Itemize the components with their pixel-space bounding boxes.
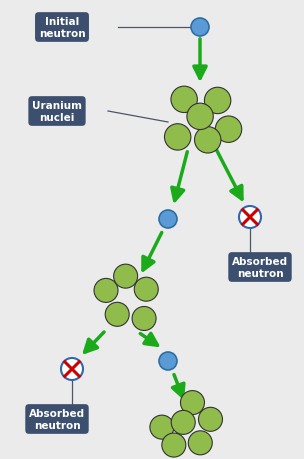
Circle shape xyxy=(164,124,191,151)
Text: Absorbed
neutron: Absorbed neutron xyxy=(232,256,288,279)
Circle shape xyxy=(132,307,156,331)
Circle shape xyxy=(204,88,231,114)
Circle shape xyxy=(171,87,197,113)
Circle shape xyxy=(162,433,186,457)
Text: Uranium
nuclei: Uranium nuclei xyxy=(32,101,82,123)
Circle shape xyxy=(239,207,261,229)
Circle shape xyxy=(181,391,205,414)
Circle shape xyxy=(61,358,83,380)
Circle shape xyxy=(199,408,223,431)
Circle shape xyxy=(171,410,195,434)
Text: Absorbed
neutron: Absorbed neutron xyxy=(29,408,85,430)
Circle shape xyxy=(150,415,174,439)
Circle shape xyxy=(215,117,242,143)
Circle shape xyxy=(191,19,209,37)
Circle shape xyxy=(105,302,129,327)
Circle shape xyxy=(187,104,213,130)
Circle shape xyxy=(159,211,177,229)
Circle shape xyxy=(114,264,138,289)
Circle shape xyxy=(188,431,212,455)
Circle shape xyxy=(134,278,158,302)
Circle shape xyxy=(159,352,177,370)
Circle shape xyxy=(195,127,221,154)
Text: Initial
neutron: Initial neutron xyxy=(39,17,85,39)
Circle shape xyxy=(94,279,118,303)
